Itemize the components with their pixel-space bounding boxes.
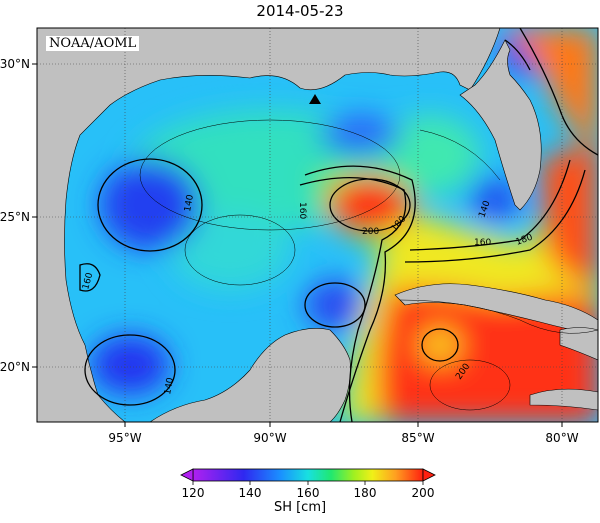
land	[37, 28, 598, 422]
colorbar-label: SH [cm]	[273, 500, 327, 515]
map-title: 2014-05-23	[256, 2, 344, 20]
colorbar-tick-160: 160	[297, 486, 320, 500]
lon-tick-95w: 95°W	[108, 431, 141, 445]
contour-label-160b: 160	[297, 202, 307, 219]
contour-label-140a: 140	[183, 194, 196, 213]
colorbar-max-arrow	[422, 468, 436, 482]
contour-label-200a: 200	[362, 227, 379, 237]
colorbar-gradient	[192, 468, 424, 482]
lat-tick-30n: 30°N	[0, 57, 30, 71]
colorbar: 120 140 160 180 200	[180, 468, 436, 500]
contour-label-160a: 160	[81, 271, 95, 290]
colorbar-tick-140: 140	[239, 486, 262, 500]
tick-marks	[32, 63, 563, 427]
lat-tick-25n: 25°N	[0, 210, 30, 224]
contour-label-160c: 160	[474, 238, 491, 248]
contour-label-140b: 140	[163, 377, 176, 396]
lat-tick-20n: 20°N	[0, 360, 30, 374]
colorbar-tick-200: 200	[412, 486, 435, 500]
lon-tick-80w: 80°W	[545, 431, 578, 445]
attribution-label: NOAA/AOML	[46, 36, 140, 51]
colorbar-min-arrow	[180, 468, 194, 482]
contours	[79, 28, 598, 422]
graticule	[37, 28, 598, 422]
colorbar-tick-120: 120	[182, 486, 205, 500]
plot-frame	[36, 27, 599, 423]
station-triangle-marker	[309, 94, 321, 104]
lon-tick-90w: 90°W	[253, 431, 286, 445]
plot-area: 140 140 160 160 160 180 180 200 200 140	[37, 28, 598, 422]
lon-tick-85w: 85°W	[401, 431, 434, 445]
colorbar-tick-180: 180	[354, 486, 377, 500]
sea-height-field	[90, 28, 598, 422]
